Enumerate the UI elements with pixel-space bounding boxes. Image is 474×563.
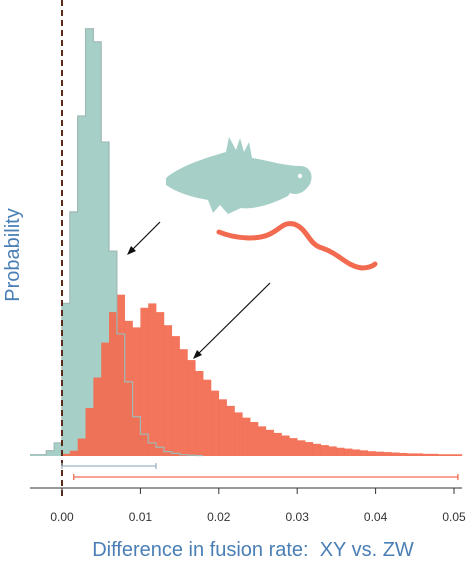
snake-silhouette-icon <box>216 221 378 271</box>
histogram-bars <box>30 28 463 457</box>
x-tick-label: 0.05 <box>442 510 466 524</box>
x-axis-title: Difference in fusion rate: XY vs. ZW <box>92 539 414 561</box>
snake-histogram-bar <box>375 451 384 456</box>
snake-histogram-bar <box>265 429 274 456</box>
snake-histogram-bar <box>446 454 455 456</box>
snake-histogram-bar <box>391 452 400 456</box>
x-tick-label: 0.01 <box>129 510 153 524</box>
snake-histogram-bar <box>62 453 71 456</box>
snake-histogram-bar <box>258 426 267 456</box>
x-tick-label: 0.00 <box>50 510 74 524</box>
y-axis-title: Probability <box>2 208 24 301</box>
fish-silhouette-icon <box>166 137 312 214</box>
snake-histogram-bar <box>156 312 165 456</box>
snake-histogram-bar <box>406 453 416 456</box>
fish-histogram-bar <box>85 28 94 456</box>
snake-histogram-bar <box>109 312 118 456</box>
snake-histogram-bar <box>226 405 235 456</box>
snake-histogram-bar <box>187 360 196 456</box>
snake-arrowhead <box>193 350 202 359</box>
snake-histogram-bar <box>179 349 188 456</box>
snake-histogram-bar <box>218 399 227 456</box>
fish-histogram-bar <box>46 450 55 456</box>
fish-histogram-bar <box>101 142 110 456</box>
snake-histogram-bar <box>320 445 329 456</box>
snake-histogram-bar <box>289 438 298 456</box>
snake-histogram-bar <box>85 408 94 456</box>
snake-histogram-bar <box>336 447 345 456</box>
snake-histogram-bar <box>273 432 282 456</box>
snake-histogram-bar <box>250 421 259 456</box>
fish-histogram-bar <box>38 454 47 456</box>
fish-histogram-bar <box>77 115 86 457</box>
x-tick-label: 0.02 <box>207 510 231 524</box>
fish-histogram-outline <box>30 28 204 457</box>
snake-histogram-bar <box>195 370 204 456</box>
snake-histogram-bar <box>352 449 361 456</box>
snake-histogram-bar <box>203 379 212 456</box>
x-tick-label: 0.04 <box>364 510 388 524</box>
snake-histogram-bar <box>328 446 337 456</box>
snake-histogram-bar <box>422 453 431 456</box>
fish-histogram-bar <box>54 442 63 456</box>
fish-arrowhead <box>127 246 136 255</box>
snake-histogram-bar <box>140 307 149 456</box>
snake-histogram-bar <box>430 453 439 456</box>
snake-histogram-bar <box>93 377 102 456</box>
x-tick-label: 0.03 <box>286 510 310 524</box>
snake-histogram-bar <box>305 442 314 456</box>
fish-histogram-bar <box>62 303 71 456</box>
fish-histogram-bar <box>30 454 39 456</box>
snake-arrow <box>195 282 271 357</box>
snake-histogram-bar <box>367 451 376 456</box>
snake-histogram-bar <box>454 454 463 456</box>
snake-histogram-bar <box>132 327 141 456</box>
snake-histogram-bar <box>69 450 78 456</box>
snake-histogram-bar <box>163 325 173 456</box>
fish-eye-icon <box>297 173 303 179</box>
taxon-icons <box>127 137 378 359</box>
snake-histogram-bar <box>281 435 290 456</box>
fish-histogram-bar <box>69 211 78 456</box>
snake-histogram-bar <box>383 452 392 456</box>
snake-histogram-bar <box>234 412 243 456</box>
snake-histogram-bar <box>171 336 180 456</box>
snake-histogram-bar <box>438 454 447 456</box>
snake-histogram-bar <box>148 303 157 456</box>
snake-histogram-bar <box>116 294 126 456</box>
snake-histogram-bar <box>414 453 423 456</box>
snake-histogram-bar <box>312 443 322 456</box>
snake-histogram-bar <box>77 438 86 456</box>
snake-histogram-bar <box>399 452 408 456</box>
snake-histogram-bar <box>242 417 251 456</box>
snake-histogram-bar <box>297 440 306 456</box>
fish-arrow <box>129 221 161 253</box>
snake-histogram-bar <box>101 342 110 456</box>
snake-histogram-bar <box>359 450 369 456</box>
interval-bars <box>61 463 459 480</box>
snake-histogram-bar <box>124 320 133 456</box>
snake-histogram-bar <box>344 448 353 456</box>
x-axis-ticks: 0.00 0.01 0.02 0.03 0.04 0.05 <box>50 488 466 524</box>
snake-histogram-bar <box>210 390 220 456</box>
fish-histogram-bar <box>93 41 102 457</box>
